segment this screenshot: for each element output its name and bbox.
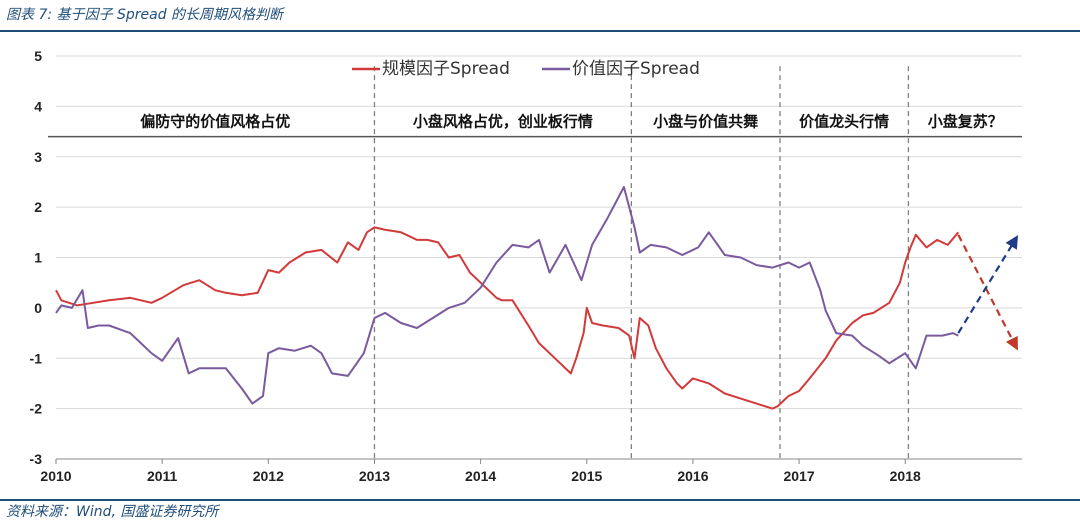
series-line-size (55, 226, 960, 410)
x-tick-label: 2011 (147, 468, 178, 484)
x-tick-label: 2013 (359, 468, 390, 484)
y-tick-label: 0 (34, 300, 42, 316)
series-line-value (55, 186, 959, 405)
forecast-arrow-up (957, 235, 1019, 334)
x-tick-label: 2017 (783, 468, 814, 484)
y-tick-label: 3 (34, 149, 42, 165)
y-tick-label: -3 (30, 451, 43, 467)
source-note: 资料来源：Wind, 国盛证券研究所 (6, 504, 219, 520)
y-tick-label: -1 (30, 350, 43, 366)
x-tick-label: 2014 (465, 468, 496, 484)
regime-label: 价值龙头行情 (799, 112, 889, 130)
regime-label: 小盘复苏？ (928, 112, 1003, 130)
legend-label: 规模因子Spread (382, 59, 510, 79)
y-tick-label: 5 (34, 48, 42, 64)
figure-title: 图表 7: 基于因子 Spread 的长周期风格判断 (6, 7, 284, 23)
bottom-rule (0, 499, 1080, 501)
x-tick-label: 2010 (40, 468, 71, 484)
y-tick-label: 1 (34, 250, 42, 266)
forecast-arrow-down (957, 234, 1018, 351)
y-tick-label: -2 (30, 401, 43, 417)
top-rule (0, 30, 1080, 32)
regime-label: 偏防守的价值风格占优 (140, 112, 290, 130)
y-tick-label: 2 (34, 199, 42, 215)
line-chart: -3 -2 -1 0 1 2 3 4 5 2010 2011 2012 2013 2014 2015 2016… (30, 48, 1022, 484)
x-tick-label: 2018 (890, 468, 921, 484)
legend-label: 价值因子Spread (572, 59, 700, 79)
regime-label: 小盘与价值共舞 (653, 112, 758, 130)
x-tick-label: 2015 (571, 468, 602, 484)
regime-label: 小盘风格占优，创业板行情 (413, 112, 593, 130)
x-tick-label: 2012 (253, 468, 284, 484)
y-tick-label: 4 (34, 98, 42, 114)
x-tick-label: 2016 (677, 468, 708, 484)
